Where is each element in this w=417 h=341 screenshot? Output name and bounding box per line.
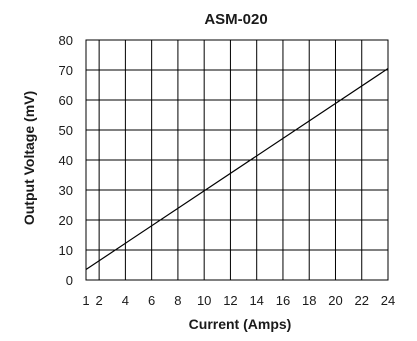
- y-tick-label: 20: [59, 213, 73, 228]
- x-tick-label: 8: [174, 293, 181, 308]
- y-tick-label: 30: [59, 183, 73, 198]
- grid: [85, 39, 389, 281]
- series-layer: [85, 68, 389, 270]
- x-tick-label: 14: [249, 293, 263, 308]
- x-tick-label: 4: [122, 293, 129, 308]
- y-tick-label: 0: [66, 273, 73, 288]
- series-line: [85, 68, 389, 270]
- x-tick-label: 12: [223, 293, 237, 308]
- x-tick-label: 16: [276, 293, 290, 308]
- y-tick-label: 10: [59, 243, 73, 258]
- y-tick-label: 40: [59, 153, 73, 168]
- x-tick-label: 10: [197, 293, 211, 308]
- chart-title: ASM-020: [204, 11, 267, 28]
- x-axis-label: Current (Amps): [189, 316, 292, 332]
- x-tick-label: 24: [381, 293, 395, 308]
- y-tick-label: 80: [59, 33, 73, 48]
- plot-border: [85, 39, 389, 281]
- x-tick-label: 20: [328, 293, 342, 308]
- x-tick-label: 22: [355, 293, 369, 308]
- y-axis-label: Output Voltage (mV): [21, 91, 37, 225]
- x-tick-label: 18: [302, 293, 316, 308]
- y-tick-label: 70: [59, 63, 73, 78]
- y-tick-label: 50: [59, 123, 73, 138]
- x-tick-label: 6: [148, 293, 155, 308]
- x-tick-label: 2: [96, 293, 103, 308]
- y-tick-label: 60: [59, 93, 73, 108]
- x-tick-label: 1: [82, 293, 89, 308]
